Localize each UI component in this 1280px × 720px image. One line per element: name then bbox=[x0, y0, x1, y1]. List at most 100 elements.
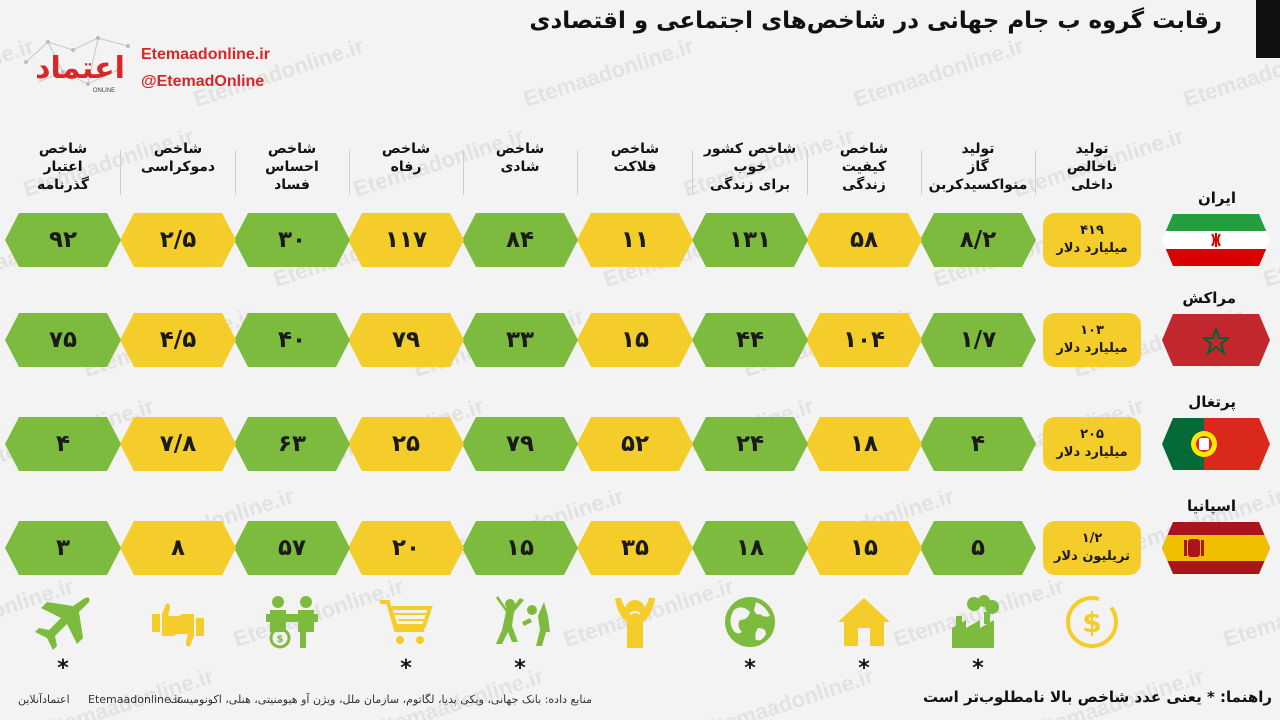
value-cell: ۵۲ bbox=[577, 417, 693, 471]
value-cell: ۹۲ bbox=[5, 213, 121, 267]
column-divider bbox=[349, 150, 350, 195]
site-link[interactable]: Etemaadonline.ir bbox=[141, 46, 270, 63]
column-header: شاخص شادی bbox=[495, 141, 545, 175]
gdp-cell: ۱/۲ تریلیون دلار bbox=[1043, 521, 1141, 575]
value-cell: ۵۸ bbox=[806, 213, 922, 267]
value-cell: ۷/۸ bbox=[120, 417, 236, 471]
logo-text: اعتماد bbox=[35, 51, 125, 86]
portugal-flag bbox=[1162, 418, 1270, 470]
factory-smoke-icon bbox=[948, 592, 1008, 652]
value-cell: ۷۵ bbox=[5, 313, 121, 367]
iran-flag bbox=[1162, 214, 1270, 266]
page-title: رقابت گروه ب جام جهانی در شاخص‌های اجتما… bbox=[529, 8, 1222, 34]
value-cell: ۴ bbox=[5, 417, 121, 471]
corner-bar bbox=[1256, 0, 1280, 58]
watermark-text: Etemaadonline.ir bbox=[1220, 573, 1280, 652]
value-cell: ۸/۲ bbox=[920, 213, 1036, 267]
globe-icon bbox=[720, 592, 780, 652]
column-header: شاخص رفاه bbox=[381, 141, 431, 175]
column-divider bbox=[463, 150, 464, 195]
column-header: شاخص کشور خوب برای زندگی bbox=[703, 141, 797, 193]
value-cell: ۷۹ bbox=[348, 313, 464, 367]
country-name: اسپانیا bbox=[1186, 497, 1236, 515]
column-header: شاخص دموکراسی bbox=[140, 141, 216, 175]
gdp-value: ۴۱۹ bbox=[1080, 223, 1104, 238]
value-cell: ۴/۵ bbox=[120, 313, 236, 367]
gdp-unit: میلیارد دلار bbox=[1056, 341, 1128, 356]
column-header: شاخص کیفیت زندگی bbox=[839, 141, 889, 193]
watermark-text: Etemaadonline.ir bbox=[520, 33, 697, 112]
watermark-text: Etemaadonline.ir bbox=[850, 33, 1027, 112]
gdp-cell: ۲۰۵ میلیارد دلار bbox=[1043, 417, 1141, 471]
value-cell: ۱۵ bbox=[806, 521, 922, 575]
undesirable-star-marker: * bbox=[514, 656, 526, 681]
brand-logo[interactable]: اعتماد ONLINE bbox=[18, 32, 138, 102]
airplane-icon bbox=[33, 592, 93, 652]
dollar-coin-icon: $ bbox=[1062, 592, 1122, 652]
bribery-icon: $ bbox=[262, 592, 322, 652]
legend-guide: راهنما: * یعنی عدد شاخص بالا نامطلوب‌تر … bbox=[923, 688, 1272, 706]
value-cell: ۲۴ bbox=[692, 417, 808, 471]
value-cell: ۱۸ bbox=[692, 521, 808, 575]
country-name: ایران bbox=[1197, 189, 1236, 207]
value-cell: ۲/۵ bbox=[120, 213, 236, 267]
svg-text:$: $ bbox=[1082, 606, 1101, 639]
value-cell: ۸ bbox=[120, 521, 236, 575]
thumbs-icon bbox=[148, 592, 208, 652]
gdp-unit: تریلیون دلار bbox=[1053, 549, 1131, 564]
logo-graphic: اعتماد ONLINE bbox=[24, 36, 130, 94]
column-divider bbox=[120, 150, 121, 195]
distressed-person-icon bbox=[605, 592, 665, 652]
value-cell: ۲۵ bbox=[348, 417, 464, 471]
value-cell: ۵ bbox=[920, 521, 1036, 575]
gdp-value: ۱/۲ bbox=[1081, 531, 1103, 546]
column-divider bbox=[921, 150, 922, 195]
svg-text:$: $ bbox=[277, 634, 284, 645]
value-cell: ۴۴ bbox=[692, 313, 808, 367]
footer-brand: اعتمادآنلاین bbox=[18, 693, 70, 706]
value-cell: ۳۰ bbox=[234, 213, 350, 267]
value-cell: ۱۱ bbox=[577, 213, 693, 267]
value-cell: ۱۱۷ bbox=[348, 213, 464, 267]
value-cell: ۱۰۴ bbox=[806, 313, 922, 367]
column-header: شاخص اعتبار گذرنامه bbox=[37, 141, 89, 193]
value-cell: ۵۷ bbox=[234, 521, 350, 575]
country-name: مراکش bbox=[1182, 289, 1236, 307]
value-cell: ۳ bbox=[5, 521, 121, 575]
column-header: تولید ناخالص داخلی bbox=[1066, 141, 1118, 193]
value-cell: ۴ bbox=[920, 417, 1036, 471]
value-cell: ۱۳۱ bbox=[692, 213, 808, 267]
shopping-cart-icon bbox=[376, 592, 436, 652]
country-name: پرتغال bbox=[1188, 393, 1236, 411]
undesirable-star-marker: * bbox=[57, 656, 69, 681]
value-cell: ۱۸ bbox=[806, 417, 922, 471]
column-header: شاخص فلاکت bbox=[610, 141, 660, 175]
morocco-flag bbox=[1162, 314, 1270, 366]
column-divider bbox=[807, 150, 808, 195]
value-cell: ۱۵ bbox=[577, 313, 693, 367]
column-divider bbox=[692, 150, 693, 195]
logo-subtext: ONLINE bbox=[93, 88, 115, 94]
footer-site[interactable]: Etemaadonline.ir bbox=[88, 693, 182, 706]
watermark-text: Etemaadonline.ir bbox=[700, 663, 877, 720]
value-cell: ۲۰ bbox=[348, 521, 464, 575]
gdp-unit: میلیارد دلار bbox=[1056, 445, 1128, 460]
gdp-value: ۱۰۳ bbox=[1080, 323, 1104, 338]
undesirable-star-marker: * bbox=[858, 656, 870, 681]
column-divider bbox=[1035, 150, 1036, 195]
value-cell: ۳۵ bbox=[577, 521, 693, 575]
column-divider bbox=[235, 150, 236, 195]
value-cell: ۱/۷ bbox=[920, 313, 1036, 367]
house-icon bbox=[834, 592, 894, 652]
gdp-cell: ۴۱۹ میلیارد دلار bbox=[1043, 213, 1141, 267]
social-handle[interactable]: @EtemadOnline bbox=[141, 73, 265, 90]
gdp-unit: میلیارد دلار bbox=[1056, 241, 1128, 256]
value-cell: ۷۹ bbox=[462, 417, 578, 471]
value-cell: ۶۳ bbox=[234, 417, 350, 471]
value-cell: ۸۴ bbox=[462, 213, 578, 267]
undesirable-star-marker: * bbox=[972, 656, 984, 681]
value-cell: ۳۳ bbox=[462, 313, 578, 367]
happy-people-icon bbox=[490, 592, 550, 652]
value-cell: ۱۵ bbox=[462, 521, 578, 575]
spain-flag bbox=[1162, 522, 1270, 574]
